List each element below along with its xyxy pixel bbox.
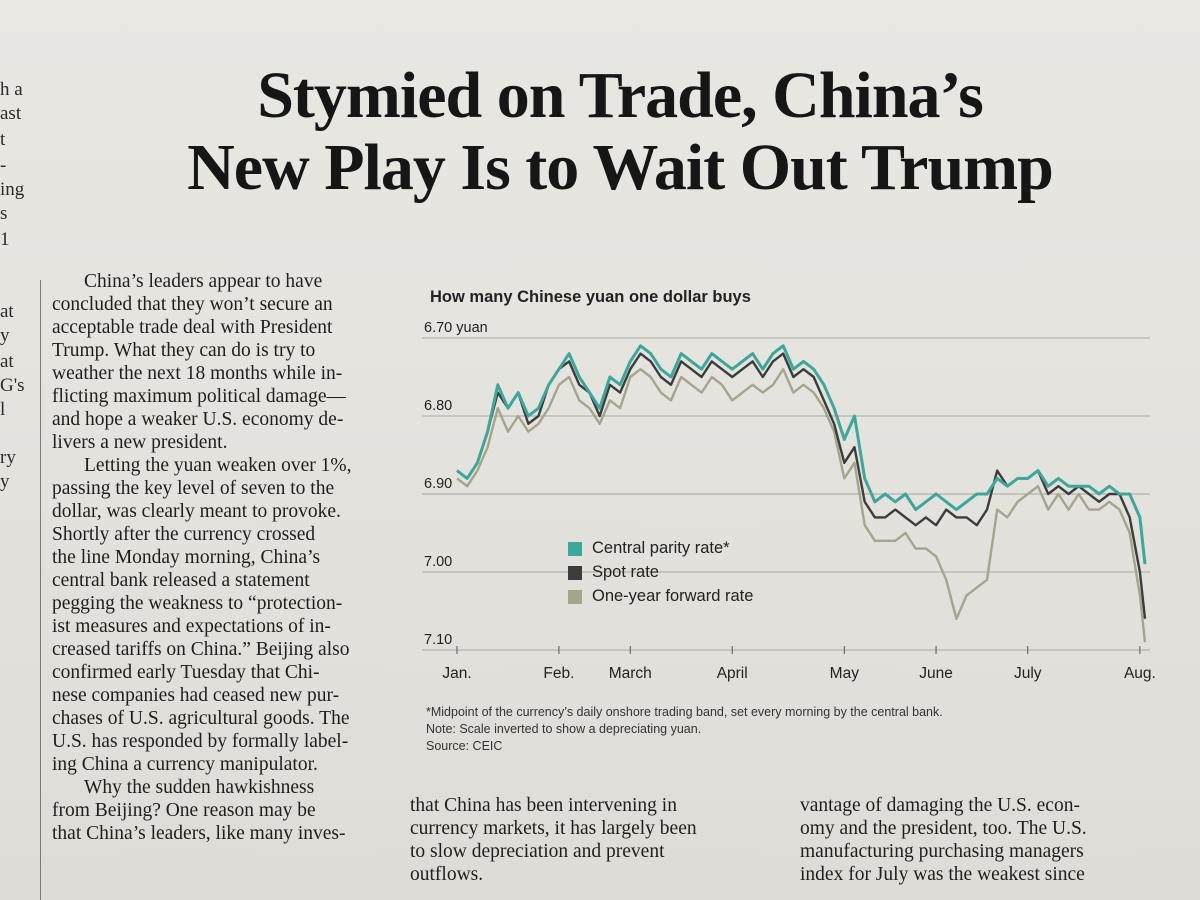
chart-plot: 6.70 yuan 6.80 6.90 7.00 7.10 Jan. Feb. March Ap… bbox=[422, 320, 1156, 682]
fragment-text: at bbox=[0, 351, 14, 372]
y-tick-label: 6.70 yuan bbox=[424, 320, 488, 336]
legend-item-forward-rate: One-year forward rate bbox=[568, 584, 753, 608]
headline-line-2: New Play Is to Wait Out Trump bbox=[187, 131, 1054, 204]
x-tick-label: April bbox=[717, 665, 748, 682]
y-tick-label: 6.90 bbox=[424, 476, 452, 492]
text-line: that China has been intervening in bbox=[410, 795, 677, 816]
fragment-text: G's bbox=[0, 375, 25, 396]
text-line: currency markets, it has largely been bbox=[410, 818, 697, 839]
fragment-text: ing bbox=[0, 179, 25, 200]
legend-swatch bbox=[568, 542, 582, 556]
x-tick-label: Feb. bbox=[543, 665, 574, 682]
series-line-spot-rate bbox=[456, 352, 1147, 619]
series-line-forward-rate bbox=[456, 367, 1147, 643]
text-line: weather the next 18 months while in- bbox=[52, 363, 343, 384]
text-line: vantage of damaging the U.S. econ- bbox=[800, 795, 1080, 816]
chart-legend: Central parity rate* Spot rate One-year … bbox=[568, 536, 753, 608]
text-line: nese companies had ceased new pur- bbox=[52, 685, 340, 706]
text-line: Trump. What they can do is try to bbox=[52, 340, 316, 361]
footnote-source: Source: CEIC bbox=[426, 739, 503, 753]
fragment-text: at bbox=[0, 301, 14, 322]
text-line: creased tariffs on China.” Beijing also bbox=[52, 639, 350, 660]
fragment-text: l bbox=[0, 399, 6, 420]
fragment-text: s bbox=[0, 203, 8, 224]
fragment-text: 1 bbox=[0, 229, 10, 250]
chart: How many Chinese yuan one dollar buys 6.… bbox=[400, 280, 1200, 790]
legend-swatch bbox=[568, 590, 582, 604]
chart-footnotes: *Midpoint of the currency’s daily onshor… bbox=[426, 704, 1126, 755]
text-line: outflows. bbox=[410, 864, 484, 885]
text-line: confirmed early Tuesday that Chi- bbox=[52, 662, 320, 683]
fragment-text: - bbox=[0, 155, 7, 176]
text-line: concluded that they won’t secure an bbox=[52, 294, 333, 315]
text-line: Letting the yuan weaken over 1%, bbox=[84, 455, 352, 476]
footnote-note: Note: Scale inverted to show a depreciat… bbox=[426, 722, 702, 736]
y-tick-label: 6.80 bbox=[424, 398, 452, 414]
paragraph: Why the sudden hawkishness from Beijing?… bbox=[52, 776, 382, 845]
fragment-text: t bbox=[0, 129, 6, 150]
y-tick-label: 7.10 bbox=[424, 632, 452, 648]
text-line: central bank released a statement bbox=[52, 570, 310, 591]
text-line: livers a new president. bbox=[52, 432, 228, 453]
article-column-1: China’s leaders appear to have concluded… bbox=[52, 270, 382, 845]
article-column-2: that China has been intervening in curre… bbox=[410, 794, 780, 886]
footnote-asterisk: *Midpoint of the currency’s daily onshor… bbox=[426, 705, 943, 719]
x-tick-label: Jan. bbox=[442, 665, 471, 682]
adjacent-column-fragment: h a ast t - ing s 1 at y at G's l ry y bbox=[0, 0, 32, 900]
text-line: ing China a currency manipulator. bbox=[52, 754, 318, 775]
legend-item-central-parity: Central parity rate* bbox=[568, 536, 753, 560]
text-line: passing the key level of seven to the bbox=[52, 478, 335, 499]
text-line: Shortly after the currency crossed bbox=[52, 524, 316, 545]
fragment-text: y bbox=[0, 471, 10, 492]
text-line: chases of U.S. agricultural goods. The bbox=[52, 708, 350, 729]
headline-line-1: Stymied on Trade, China’s bbox=[257, 59, 984, 132]
chart-title: How many Chinese yuan one dollar buys bbox=[430, 288, 751, 306]
text-line: acceptable trade deal with President bbox=[52, 317, 333, 338]
fragment-text: ast bbox=[0, 103, 22, 124]
paragraph: China’s leaders appear to have concluded… bbox=[52, 270, 382, 454]
y-tick-label: 7.00 bbox=[424, 554, 452, 570]
text-line: and hope a weaker U.S. economy de- bbox=[52, 409, 344, 430]
text-line: index for July was the weakest since bbox=[800, 864, 1085, 885]
text-line: to slow depreciation and prevent bbox=[410, 841, 665, 862]
text-line: pegging the weakness to “protection- bbox=[52, 593, 343, 614]
article-column-3: vantage of damaging the U.S. econ- omy a… bbox=[800, 794, 1190, 886]
text-line: manufacturing purchasing managers bbox=[800, 841, 1084, 862]
headline: Stymied on Trade, China’s New Play Is to… bbox=[60, 60, 1180, 204]
text-line: from Beijing? One reason may be bbox=[52, 800, 316, 821]
text-line: flicting maximum political damage— bbox=[52, 386, 347, 407]
x-tick-label: July bbox=[1014, 665, 1042, 682]
series-line-central-parity bbox=[456, 344, 1147, 565]
fragment-text: y bbox=[0, 325, 10, 346]
text-line: China’s leaders appear to have bbox=[84, 271, 323, 292]
text-line: omy and the president, too. The U.S. bbox=[800, 818, 1087, 839]
legend-label: Spot rate bbox=[592, 563, 659, 581]
text-line: Why the sudden hawkishness bbox=[84, 777, 315, 798]
paragraph: Letting the yuan weaken over 1%, passing… bbox=[52, 454, 382, 776]
x-tick-label: May bbox=[830, 665, 860, 682]
legend-item-spot-rate: Spot rate bbox=[568, 560, 753, 584]
text-line: the line Monday morning, China’s bbox=[52, 547, 321, 568]
legend-label: Central parity rate* bbox=[592, 539, 730, 557]
text-line: ist measures and expectations of in- bbox=[52, 616, 331, 637]
column-divider bbox=[40, 280, 41, 900]
x-tick-label: June bbox=[919, 665, 953, 682]
legend-swatch bbox=[568, 566, 582, 580]
legend-label: One-year forward rate bbox=[592, 587, 754, 605]
x-tick-label: March bbox=[609, 665, 652, 682]
fragment-text: h a bbox=[0, 79, 23, 100]
text-line: dollar, was clearly meant to provoke. bbox=[52, 501, 341, 522]
text-line: that China’s leaders, like many inves- bbox=[52, 823, 346, 844]
text-line: U.S. has responded by formally label- bbox=[52, 731, 349, 752]
x-tick-label: Aug. bbox=[1124, 665, 1156, 682]
fragment-text: ry bbox=[0, 447, 16, 468]
